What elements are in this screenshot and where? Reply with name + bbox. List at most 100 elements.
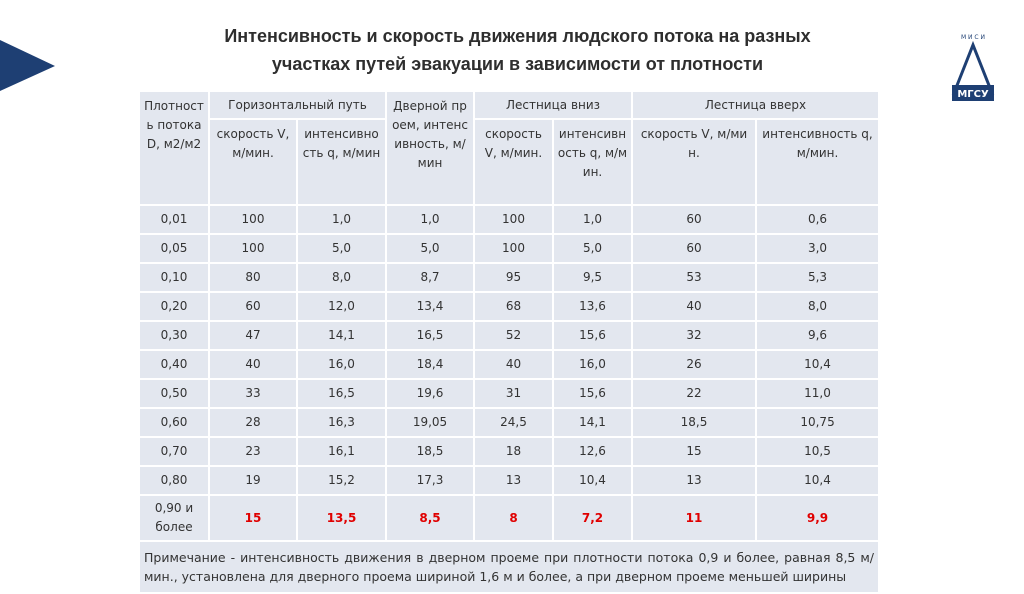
table-cell: 0,6 — [755, 204, 881, 235]
table-cell: 18,5 — [385, 436, 475, 467]
table-cell: 15,6 — [551, 320, 634, 351]
table-cell: 68 — [473, 291, 554, 322]
table-cell: 0,20 — [138, 291, 210, 322]
table-cell: 40 — [631, 291, 758, 322]
title-line: участках путей эвакуации в зависимости о… — [271, 54, 764, 74]
title-line: Интенсивность и скорость движения людско… — [224, 26, 811, 46]
subheader-cell: интенсивность q, м/мин — [296, 118, 387, 206]
table-cell: 13,4 — [385, 291, 475, 322]
table-cell: 8,0 — [296, 262, 387, 293]
table-cell: 40 — [473, 349, 554, 380]
table-cell: 60 — [631, 233, 758, 264]
table-row: 0,30 47 14,1 16,5 52 15,6 32 9,6 — [138, 320, 881, 351]
table-cell: 3,0 — [755, 233, 881, 264]
table-cell: 5,0 — [385, 233, 475, 264]
table-cell: 9,6 — [755, 320, 881, 351]
table-cell: 14,1 — [551, 407, 634, 438]
table-cell: 0,30 — [138, 320, 210, 351]
table-cell: 52 — [473, 320, 554, 351]
table-cell: 5,0 — [551, 233, 634, 264]
slide-title: Интенсивность и скорость движения людско… — [130, 22, 905, 78]
subheader-cell: скорость V, м/мин. — [473, 118, 554, 206]
table-cell: 0,40 — [138, 349, 210, 380]
table-cell: 10,75 — [755, 407, 881, 438]
table-cell: 10,4 — [755, 465, 881, 496]
table-cell: 10,5 — [755, 436, 881, 467]
header-cell: Горизонтальный путь — [208, 90, 387, 120]
table-cell: 1,0 — [385, 204, 475, 235]
subheader-cell: интенсивность q, м/мин. — [551, 118, 634, 206]
note-row: Примечание - интенсивность движения в дв… — [137, 540, 881, 594]
table-cell: 8,5 — [385, 494, 475, 542]
logo-top: М И С И — [961, 34, 985, 41]
table-cell: 11,0 — [755, 378, 881, 409]
table-cell: 18,5 — [631, 407, 758, 438]
table-cell: 15,2 — [296, 465, 387, 496]
table-cell: 16,5 — [296, 378, 387, 409]
table-cell: 8 — [473, 494, 554, 542]
table-cell: 10,4 — [551, 465, 634, 496]
table-cell: 18,4 — [385, 349, 475, 380]
table-cell: 53 — [631, 262, 758, 293]
table-cell: 60 — [631, 204, 758, 235]
table-cell: 80 — [208, 262, 298, 293]
table-cell: 0,70 — [138, 436, 210, 467]
table-cell: 12,0 — [296, 291, 387, 322]
table-cell: 33 — [208, 378, 298, 409]
table-cell: 18 — [473, 436, 554, 467]
table-cell: 0,01 — [138, 204, 210, 235]
table-cell: 8,0 — [755, 291, 881, 322]
header-cell: Лестница вниз — [472, 90, 634, 120]
table-cell: 0,60 — [138, 407, 210, 438]
table-cell: 31 — [473, 378, 554, 409]
table-row: 0,01 100 1,0 1,0 100 1,0 60 0,6 — [138, 204, 881, 235]
table-cell: 11 — [631, 494, 758, 542]
table-row: 0,05 100 5,0 5,0 100 5,0 60 3,0 — [138, 233, 881, 264]
table-cell: 19,6 — [385, 378, 475, 409]
subheader-cell: скорость V, м/мин. — [631, 118, 758, 206]
decor-triangle — [0, 40, 55, 91]
table-cell: 19,05 — [385, 407, 475, 438]
table-row: 0,90 и более 15 13,5 8,5 8 7,2 11 9,9 — [138, 494, 881, 542]
table-cell: 16,1 — [296, 436, 387, 467]
table-cell: 0,10 — [138, 262, 210, 293]
note-cell: Примечание - интенсивность движения в дв… — [137, 540, 881, 594]
table-cell: 13 — [473, 465, 554, 496]
table-cell: 12,6 — [551, 436, 634, 467]
header-cell: Плотность потока D, м2/м2 — [138, 90, 210, 206]
table-cell: 5,3 — [755, 262, 881, 293]
table-cell: 16,5 — [385, 320, 475, 351]
table-cell: 0,90 и более — [138, 494, 210, 542]
table-cell: 95 — [473, 262, 554, 293]
table-cell: 9,5 — [551, 262, 634, 293]
table-cell: 15 — [631, 436, 758, 467]
table-cell: 17,3 — [385, 465, 475, 496]
table-row: 0,60 28 16,3 19,05 24,5 14,1 18,5 10,75 — [138, 407, 881, 438]
table-cell: 0,80 — [138, 465, 210, 496]
header-row: скорость V, м/мин. интенсивность q, м/мин… — [139, 118, 881, 206]
table-cell: 14,1 — [296, 320, 387, 351]
header-row: Плотность потока D, м2/м2 Горизонтальный … — [138, 90, 881, 206]
table-cell: 13 — [631, 465, 758, 496]
table-cell: 100 — [208, 204, 298, 235]
table-cell: 23 — [208, 436, 298, 467]
subheader-cell: скорость V, м/мин. — [208, 118, 298, 206]
table-row: 0,40 40 16,0 18,4 40 16,0 26 10,4 — [138, 349, 881, 380]
table-cell: 1,0 — [296, 204, 387, 235]
data-table: Плотность потока D, м2/м2 Горизонтальный … — [137, 90, 881, 594]
table-cell: 0,05 — [138, 233, 210, 264]
table-cell: 22 — [631, 378, 758, 409]
table-cell: 24,5 — [473, 407, 554, 438]
table-cell: 13,5 — [296, 494, 387, 542]
table-cell: 0,50 — [138, 378, 210, 409]
table-cell: 15,6 — [551, 378, 634, 409]
table-row: 0,50 33 16,5 19,6 31 15,6 22 11,0 — [138, 378, 881, 409]
logo: М И С И МГСУ — [951, 34, 995, 101]
table-row: 0,20 60 12,0 13,4 68 13,6 40 8,0 — [138, 291, 881, 322]
table-cell: 10,4 — [755, 349, 881, 380]
table-cell: 47 — [208, 320, 298, 351]
table-cell: 8,7 — [385, 262, 475, 293]
table-cell: 13,6 — [551, 291, 634, 322]
table-cell: 16,0 — [296, 349, 387, 380]
table-cell: 15 — [208, 494, 298, 542]
